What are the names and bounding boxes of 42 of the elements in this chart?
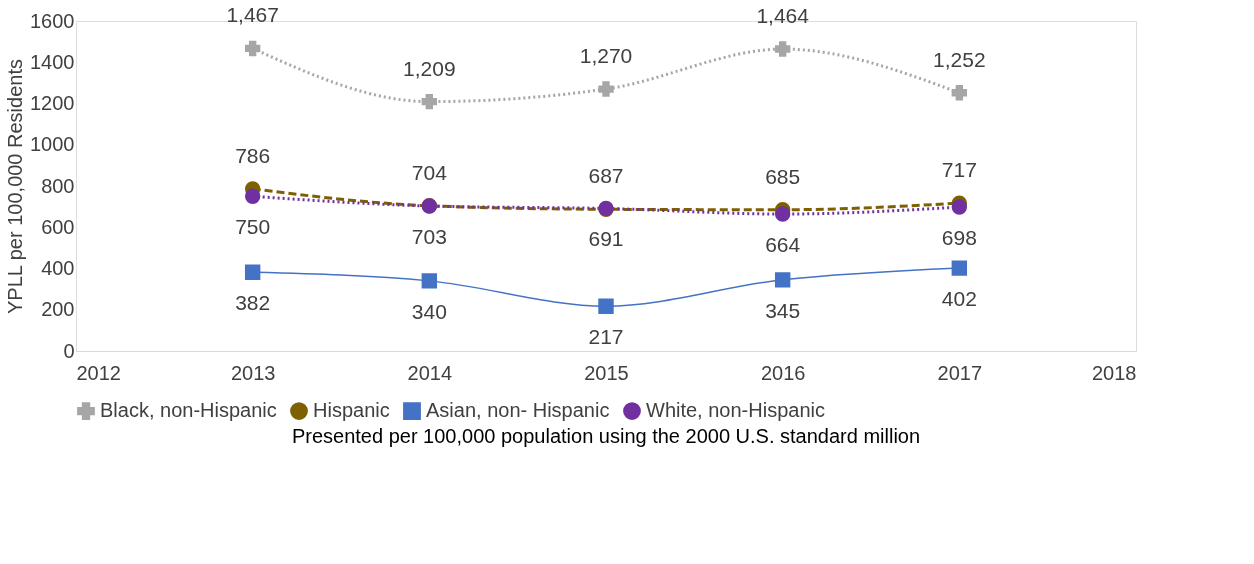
data-label: 1,252 bbox=[933, 47, 986, 71]
legend-label: Black, non-Hispanic bbox=[100, 399, 277, 422]
y-tick-label: 1600 bbox=[30, 9, 75, 32]
y-tick-label: 800 bbox=[41, 174, 75, 197]
legend-label: Hispanic bbox=[313, 399, 390, 422]
text: Presented per 100,000 population using the 2000 U.S. standard million bbox=[291, 425, 921, 447]
y-tick-label: 1200 bbox=[30, 92, 75, 114]
data-label: 1,270 bbox=[579, 44, 633, 68]
y-tick-label: 400 bbox=[41, 257, 75, 279]
x-tick-label: 2014 bbox=[407, 361, 453, 384]
data-label: 217 bbox=[588, 325, 624, 349]
data-label: 786 bbox=[235, 143, 271, 167]
y-tick-label: 1400 bbox=[30, 50, 75, 73]
data-label: 685 bbox=[765, 164, 801, 188]
data-label: 1,464 bbox=[756, 4, 810, 28]
data-label: 687 bbox=[588, 164, 624, 188]
x-tick-label: 2017 bbox=[937, 361, 983, 384]
data-label: 704 bbox=[411, 160, 448, 184]
y-tick-label: 200 bbox=[41, 298, 75, 321]
x-tick-label: 2015 bbox=[584, 361, 629, 384]
data-label: 340 bbox=[411, 299, 447, 323]
y-tick-label: 0 bbox=[63, 339, 75, 362]
legend-label: White, non-Hispanic bbox=[646, 399, 825, 422]
data-label: 382 bbox=[235, 291, 271, 315]
data-label: 402 bbox=[941, 287, 977, 311]
x-tick-label: 2012 bbox=[76, 361, 121, 384]
data-label: 698 bbox=[941, 226, 977, 250]
data-label: 1,209 bbox=[403, 56, 456, 80]
legend-label: Asian, non- Hispanic bbox=[426, 399, 610, 422]
data-label: 691 bbox=[588, 227, 624, 251]
y-tick-label: 1000 bbox=[30, 133, 75, 156]
data-label: 1,467 bbox=[226, 3, 279, 27]
y-axis-title: YPLL per 100,000 Residents bbox=[4, 59, 27, 314]
x-tick-label: 2013 bbox=[230, 361, 276, 384]
data-label: 664 bbox=[765, 233, 801, 257]
data-label: 345 bbox=[765, 298, 801, 322]
data-label: 703 bbox=[411, 225, 447, 249]
y-tick-label: 600 bbox=[41, 215, 75, 238]
x-tick-label: 2018 bbox=[1092, 361, 1137, 384]
data-label: 750 bbox=[235, 215, 271, 239]
data-label: 717 bbox=[941, 158, 977, 182]
x-tick-label: 2016 bbox=[760, 361, 806, 384]
